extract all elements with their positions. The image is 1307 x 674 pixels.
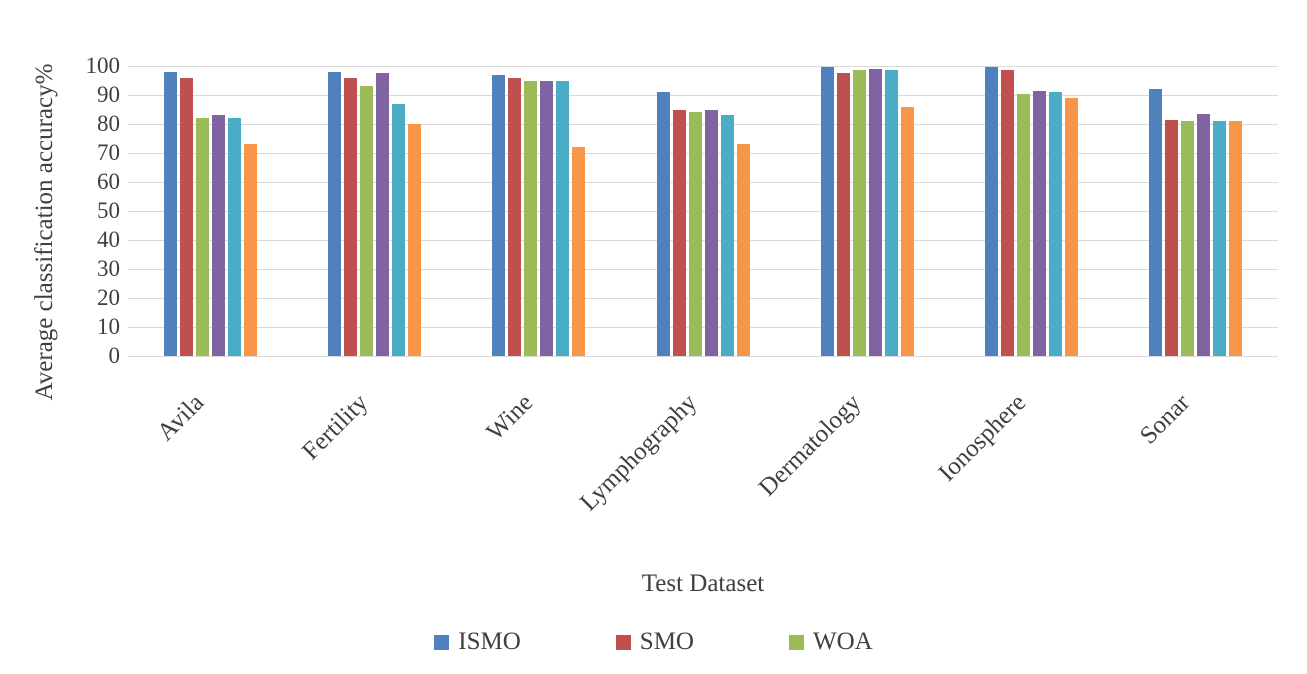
legend-item-smo: SMO (615, 628, 694, 656)
bar-series-4-avila (211, 115, 225, 356)
y-tick-label: 70 (97, 140, 120, 165)
x-category-label-wine: Wine (481, 389, 538, 446)
y-tick-label: 10 (97, 314, 120, 339)
bar-series-4-fertility (375, 73, 389, 356)
gridline (128, 182, 1278, 183)
legend-label-ismo: ISMO (458, 628, 521, 655)
bar-ismo-lymphography (656, 92, 670, 356)
y-tick-label: 40 (97, 227, 120, 252)
bar-series-5-dermatology (884, 70, 898, 356)
bar-group-avila (163, 66, 257, 356)
bar-series-6-ionosphere (1065, 97, 1079, 356)
y-tick-label: 30 (97, 256, 120, 281)
x-category-label-lymphography: Lymphography (575, 389, 703, 517)
bar-group-sonar (1149, 66, 1243, 356)
bar-ismo-avila (163, 71, 177, 356)
gridline (128, 356, 1278, 357)
bar-series-4-ionosphere (1033, 90, 1047, 356)
bar-ismo-dermatology (820, 67, 834, 356)
bar-series-4-dermatology (868, 68, 882, 356)
bar-smo-wine (508, 77, 522, 356)
bar-ismo-sonar (1149, 89, 1163, 356)
y-tick-label: 100 (85, 53, 121, 78)
gridline (128, 240, 1278, 241)
bar-group-ionosphere (985, 66, 1079, 356)
gridline (128, 211, 1278, 212)
bar-series-4-lymphography (704, 109, 718, 356)
bar-series-6-lymphography (736, 144, 750, 356)
bar-group-dermatology (820, 66, 914, 356)
bar-series-6-wine (572, 147, 586, 356)
x-category-label-avila: Avila (152, 389, 210, 447)
bar-series-6-sonar (1229, 121, 1243, 356)
bar-woa-avila (195, 118, 209, 356)
bar-ismo-fertility (327, 71, 341, 356)
y-axis-title: Average classification accuracy% (31, 63, 58, 401)
bar-series-6-fertility (407, 124, 421, 356)
bar-ismo-wine (492, 74, 506, 356)
bar-ismo-ionosphere (985, 67, 999, 356)
y-tick-label: 90 (97, 82, 120, 107)
bar-series-5-wine (556, 80, 570, 356)
bar-series-5-ionosphere (1049, 92, 1063, 356)
gridline (128, 153, 1278, 154)
bar-smo-ionosphere (1001, 70, 1015, 356)
gridline (128, 269, 1278, 270)
legend-item-ismo: ISMO (434, 628, 521, 656)
bar-smo-avila (179, 77, 193, 356)
legend-label-smo: SMO (639, 628, 694, 655)
x-category-label-dermatology: Dermatology (754, 389, 867, 502)
bar-series-6-avila (243, 144, 257, 356)
y-tick-label: 20 (97, 285, 120, 310)
bar-series-4-wine (540, 80, 554, 356)
gridline (128, 95, 1278, 96)
bar-series-5-fertility (391, 103, 405, 356)
bar-series-5-sonar (1213, 121, 1227, 356)
y-tick-label: 50 (97, 198, 120, 223)
gridline (128, 66, 1278, 67)
bar-woa-ionosphere (1017, 93, 1031, 356)
y-tick-label: 80 (97, 111, 120, 136)
legend-swatch-woa (788, 634, 804, 650)
bar-group-wine (492, 66, 586, 356)
bar-group-lymphography (656, 66, 750, 356)
x-category-label-fertility: Fertility (297, 389, 374, 466)
gridline (128, 327, 1278, 328)
bar-woa-fertility (359, 86, 373, 356)
y-tick-label: 0 (108, 343, 121, 368)
bar-woa-dermatology (852, 70, 866, 356)
bar-series-5-avila (227, 118, 241, 356)
bar-woa-sonar (1181, 121, 1195, 356)
bar-smo-lymphography (672, 109, 686, 356)
legend-label-woa: WOA (812, 628, 873, 655)
legend-swatch-smo (615, 634, 631, 650)
gridline (128, 124, 1278, 125)
x-axis-title: Test Dataset (641, 570, 765, 597)
bar-series-4-sonar (1197, 113, 1211, 356)
bar-woa-wine (524, 80, 538, 356)
x-category-label-ionosphere: Ionosphere (933, 389, 1031, 487)
bar-smo-fertility (343, 77, 357, 356)
legend-item-woa: WOA (788, 628, 873, 656)
legend-swatch-ismo (434, 634, 450, 650)
bar-smo-dermatology (836, 73, 850, 356)
bar-group-fertility (327, 66, 421, 356)
bar-smo-sonar (1165, 119, 1179, 356)
gridline (128, 298, 1278, 299)
y-tick-label: 60 (97, 169, 120, 194)
bar-woa-lymphography (688, 112, 702, 356)
plot-area: 0 10 20 30 40 50 60 70 80 90 100 (86, 53, 1278, 368)
bar-series-5-lymphography (720, 115, 734, 356)
bar-series-6-dermatology (900, 106, 914, 356)
chart-legend: ISMO SMO WOA (0, 628, 1307, 656)
x-category-label-sonar: Sonar (1134, 389, 1196, 450)
